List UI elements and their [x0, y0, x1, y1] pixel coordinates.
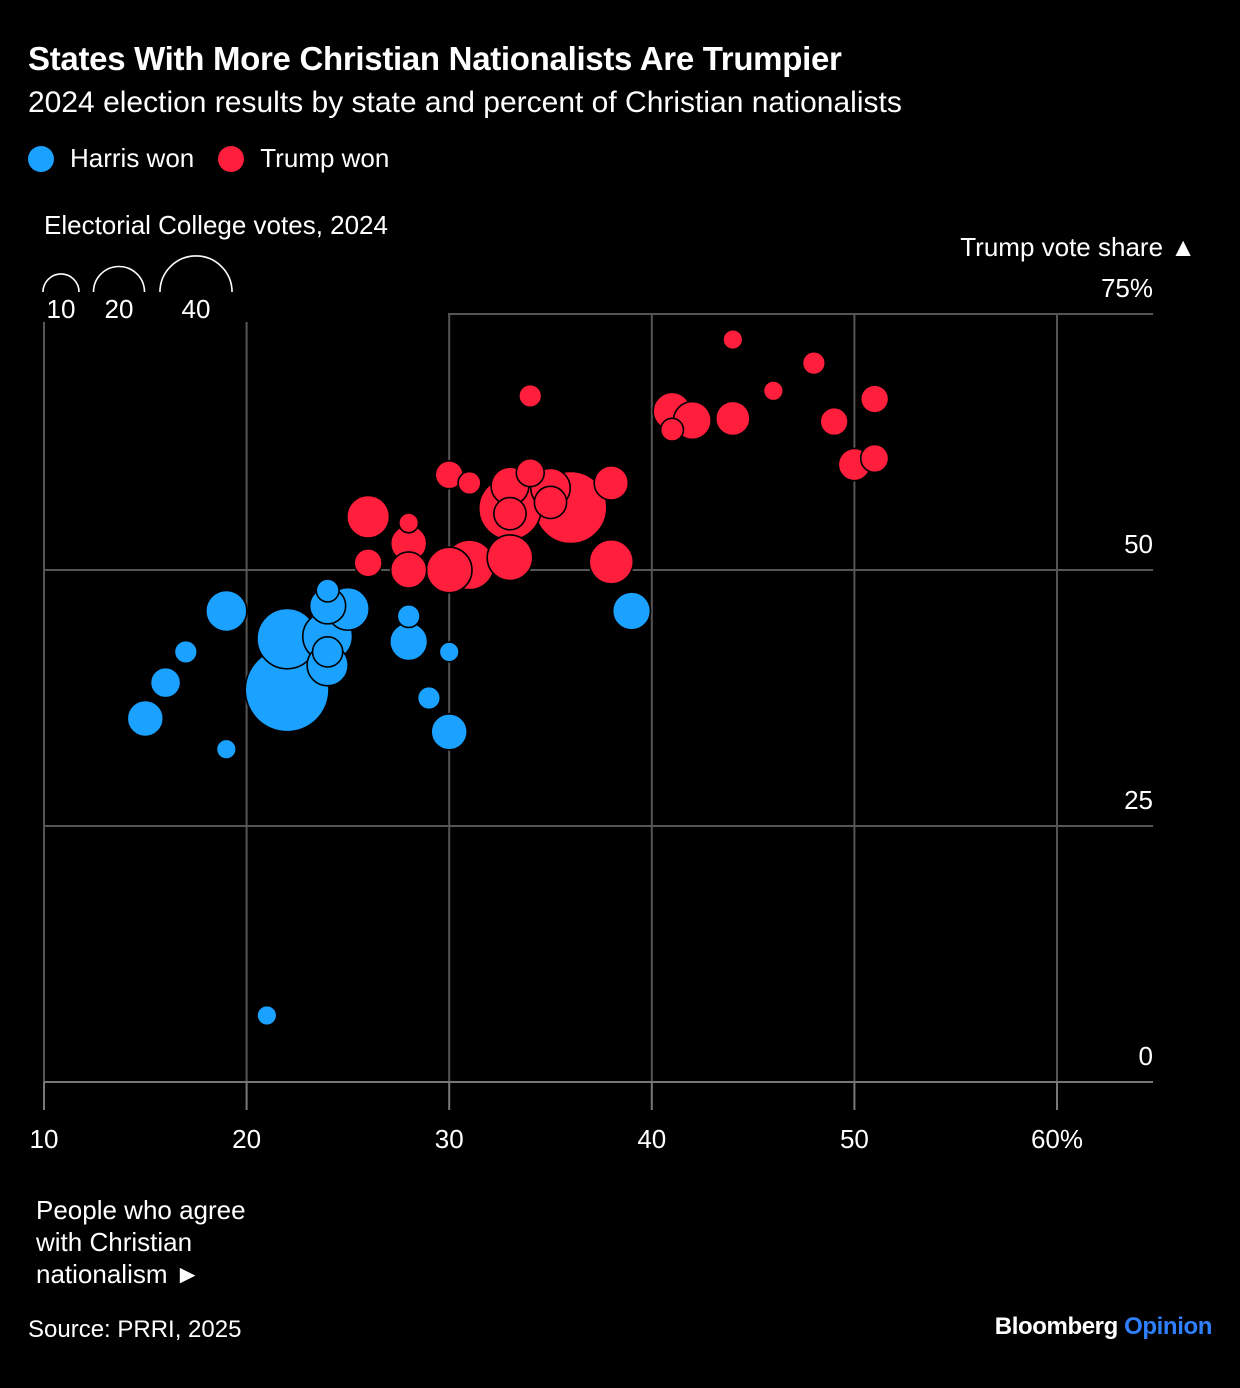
trump-state-point: [518, 383, 543, 409]
data-points: [126, 328, 890, 1027]
size-legend-label: 10: [47, 294, 76, 324]
harris-state-point: [416, 685, 442, 711]
trump-state-point: [398, 512, 420, 534]
brand-suffix: Opinion: [1124, 1313, 1212, 1340]
harris-state-point: [215, 738, 238, 760]
trump-state-point: [389, 551, 428, 589]
harris-state-point: [396, 603, 421, 629]
trump-state-point: [346, 494, 391, 539]
trump-state-point: [425, 546, 473, 594]
x-tick-label: 20: [232, 1124, 261, 1154]
brand-name: Bloomberg: [994, 1313, 1118, 1340]
harris-state-point: [430, 712, 469, 751]
color-legend: Harris won Trump won: [28, 143, 413, 174]
trump-state-point: [533, 485, 568, 520]
chart-title: States With More Christian Nationalists …: [28, 40, 842, 77]
legend-item-trump: Trump won: [218, 143, 389, 174]
legend-swatch-trump: [218, 145, 245, 172]
harris-state-point: [388, 621, 429, 662]
trump-state-point: [515, 457, 546, 488]
legend-item-harris: Harris won: [28, 143, 194, 174]
trump-state-point: [819, 406, 849, 437]
harris-state-point: [311, 636, 344, 668]
size-legend-title: Electorial College votes, 2024: [44, 210, 388, 240]
trump-state-point: [714, 400, 751, 437]
trump-state-point: [457, 470, 482, 496]
trump-state-point: [588, 538, 635, 585]
chart-subtitle: 2024 election results by state and perce…: [28, 86, 902, 119]
harris-state-point: [256, 1004, 278, 1027]
size-legend-label: 40: [182, 294, 211, 324]
trump-state-point: [659, 417, 685, 442]
harris-state-point: [611, 591, 652, 631]
size-legend-arc: [159, 255, 233, 293]
trump-state-point: [801, 350, 827, 376]
y-tick-label: 75%: [1101, 273, 1153, 303]
x-tick-label: 60%: [1031, 1124, 1083, 1154]
trump-state-point: [353, 548, 383, 578]
trump-state-point: [762, 380, 785, 402]
trump-state-point: [722, 328, 744, 351]
x-tick-label: 30: [435, 1124, 464, 1154]
y-tick-label: 25: [1124, 785, 1153, 815]
harris-state-point: [438, 641, 460, 663]
y-tick-label: 50: [1124, 529, 1153, 559]
size-legend-label: 20: [105, 294, 134, 324]
trump-state-point: [859, 384, 890, 414]
legend-label-harris: Harris won: [70, 143, 195, 173]
size-legend-arc: [92, 265, 146, 293]
trump-state-point: [593, 465, 630, 501]
trump-state-point: [859, 443, 890, 474]
x-axis-ticks: 10 20 30 40 50 60%: [30, 1124, 1083, 1154]
y-tick-label: 0: [1139, 1041, 1153, 1071]
y-axis-title: Trump vote share ▲: [960, 232, 1196, 262]
trump-state-point: [486, 534, 534, 582]
legend-label-trump: Trump won: [260, 143, 390, 173]
size-legend: 10 20 40: [42, 255, 233, 324]
harris-state-point: [315, 578, 340, 603]
legend-swatch-harris: [28, 145, 54, 172]
y-axis-ticks: 0 25 50 75%: [1101, 273, 1153, 1071]
gridlines: [43, 313, 1153, 1110]
harris-state-point: [126, 699, 165, 738]
source-note: Source: PRRI, 2025: [28, 1316, 242, 1343]
brand-logo: Bloomberg Opinion: [994, 1313, 1213, 1341]
harris-state-point: [173, 639, 199, 665]
harris-state-point: [204, 589, 248, 633]
x-tick-label: 40: [637, 1124, 666, 1154]
trump-state-point: [493, 496, 527, 531]
x-axis-title: People who agree with Christian national…: [36, 1195, 246, 1289]
x-tick-label: 10: [30, 1124, 59, 1154]
x-tick-label: 50: [840, 1124, 869, 1154]
harris-state-point: [149, 666, 182, 699]
size-legend-arc: [42, 273, 80, 293]
